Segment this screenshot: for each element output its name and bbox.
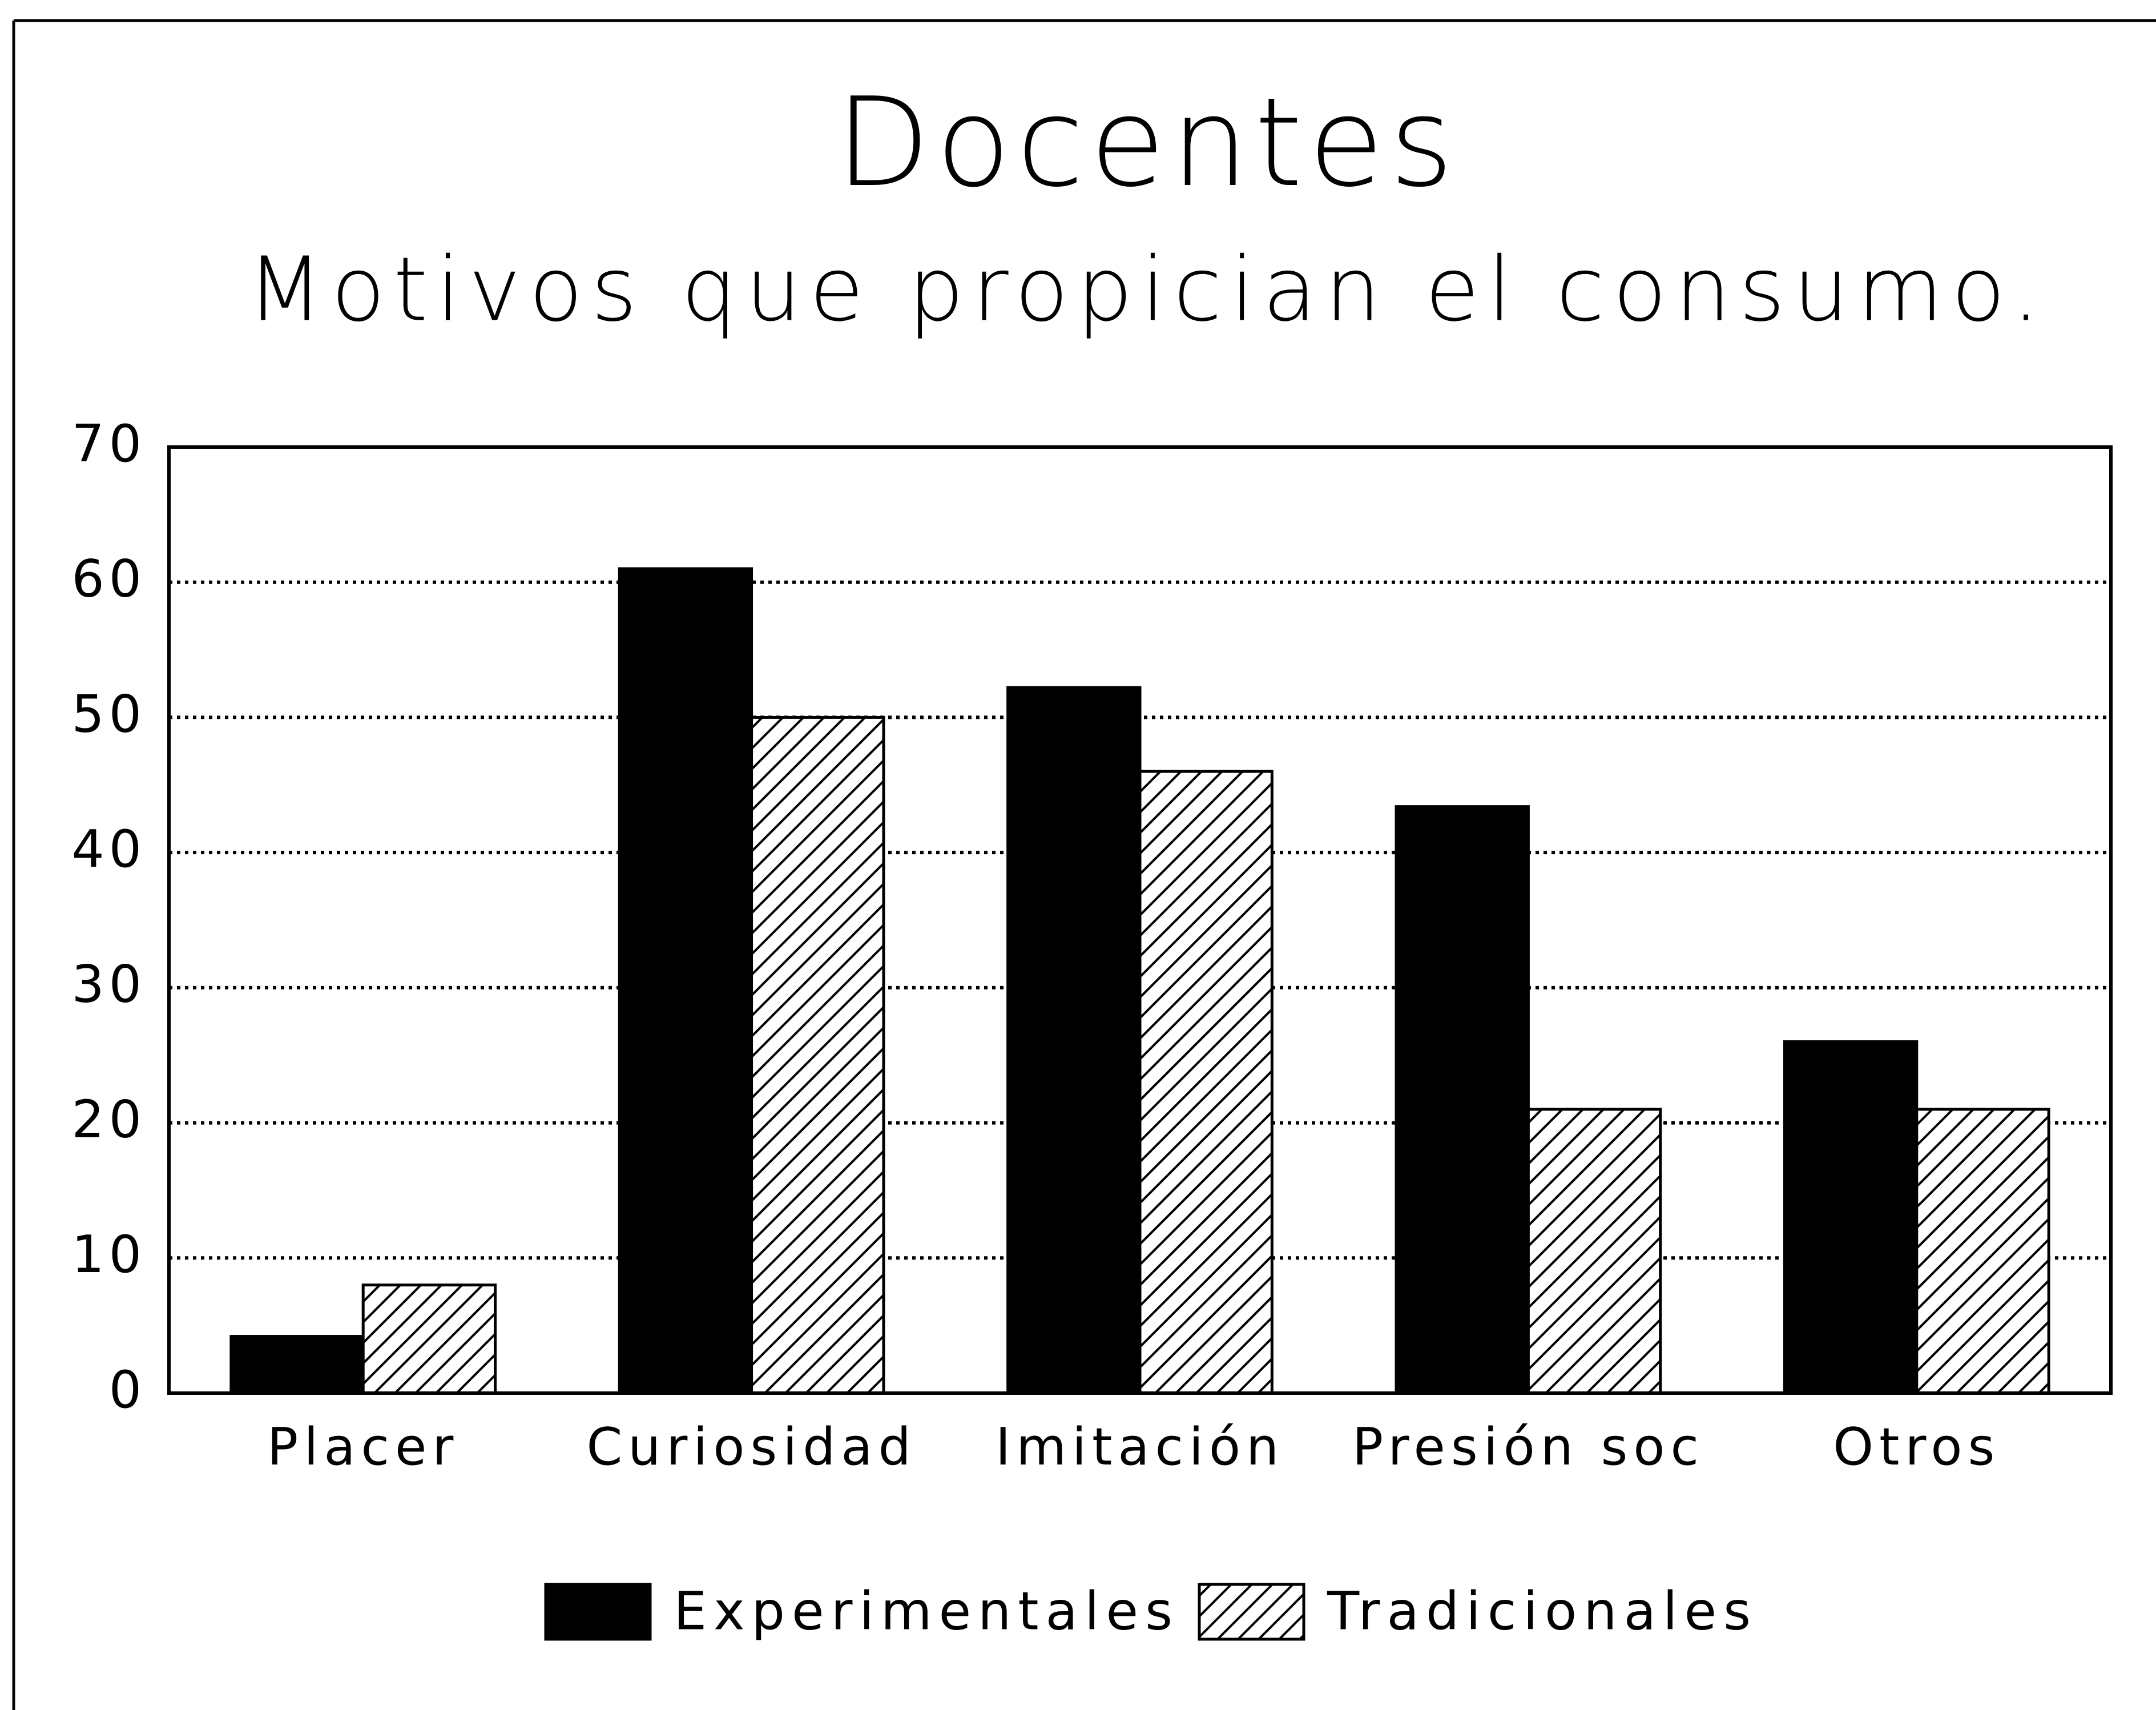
- y-tick-label: 30: [71, 955, 146, 1015]
- bar: [1526, 1108, 1662, 1395]
- y-tick-label: 70: [71, 414, 146, 474]
- y-tick-label: 0: [109, 1360, 146, 1420]
- y-tick-label: 10: [71, 1225, 146, 1285]
- x-tick-label: Imitación: [996, 1417, 1284, 1477]
- bar: [618, 567, 753, 1395]
- bar: [1783, 1040, 1919, 1395]
- legend-swatch: [544, 1583, 652, 1641]
- x-tick-label: Placer: [267, 1417, 459, 1477]
- plot-frame: [167, 445, 2113, 1395]
- y-tick-label: 60: [71, 549, 146, 609]
- bar: [229, 1335, 365, 1395]
- y-tick-label: 40: [71, 819, 146, 879]
- legend-label: Experimentales: [674, 1580, 1179, 1641]
- bar: [1006, 686, 1142, 1395]
- x-tick-label: Presión soc: [1352, 1417, 1704, 1477]
- legend-label: Tradicionales: [1327, 1580, 1758, 1641]
- y-tick-label: 20: [71, 1089, 146, 1149]
- bar: [361, 1283, 497, 1395]
- bar: [1915, 1108, 2050, 1395]
- chart-subtitle: Motivos que propician el consumo.: [247, 238, 2048, 341]
- chart-title: Docentes: [836, 71, 1459, 214]
- x-tick-label: Otros: [1833, 1417, 2000, 1477]
- y-tick-label: 50: [71, 684, 146, 744]
- bar: [1138, 770, 1274, 1395]
- bar: [750, 715, 885, 1395]
- legend-swatch: [1198, 1583, 1305, 1641]
- x-tick-label: Curiosidad: [586, 1417, 916, 1477]
- bar: [1395, 805, 1530, 1395]
